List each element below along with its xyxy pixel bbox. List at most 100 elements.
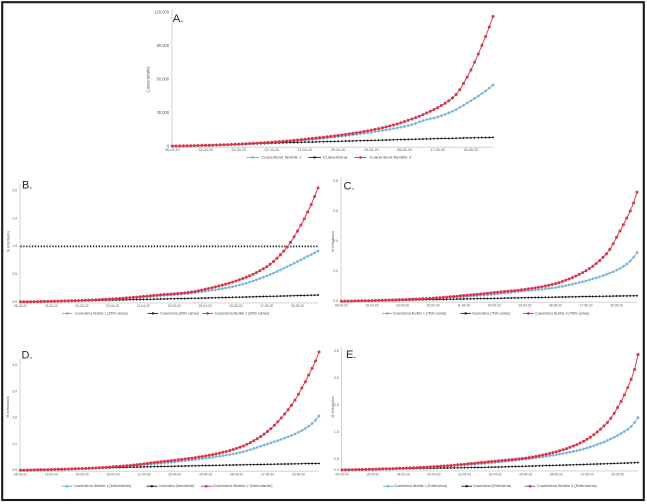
- svg-text:Cuarentena flexible 2 (Enferme: Cuarentena flexible 2 (Enfermeras): [537, 484, 597, 488]
- svg-text:24-03-20: 24-03-20: [76, 472, 89, 476]
- svg-text:06-03-20: 06-03-20: [14, 472, 27, 476]
- svg-text:D.: D.: [22, 349, 33, 361]
- svg-text:% Infectados: % Infectados: [331, 231, 335, 252]
- svg-text:29-04-20: 29-04-20: [199, 304, 212, 308]
- svg-text:02-04-20: 02-04-20: [107, 472, 120, 476]
- svg-text:15-03-20: 15-03-20: [366, 304, 379, 308]
- svg-text:15-03-20: 15-03-20: [45, 472, 58, 476]
- svg-text:0.0: 0.0: [334, 468, 339, 472]
- svg-text:02-04-20: 02-04-20: [427, 473, 440, 477]
- svg-text:3.0: 3.0: [12, 389, 17, 393]
- svg-text:1.5: 1.5: [334, 430, 339, 434]
- svg-text:11-04-20: 11-04-20: [457, 304, 470, 308]
- svg-text:15-03-20: 15-03-20: [366, 473, 379, 477]
- svg-text:30,000: 30,000: [157, 110, 170, 115]
- svg-text:1.0: 1.0: [12, 244, 17, 248]
- svg-text:02-04-20: 02-04-20: [427, 304, 440, 308]
- svg-text:24-03-20: 24-03-20: [231, 147, 246, 152]
- svg-text:08-05-20: 08-05-20: [230, 472, 243, 476]
- svg-text:24-03-20: 24-03-20: [76, 304, 89, 308]
- svg-text:1.0: 1.0: [12, 442, 17, 446]
- svg-text:26-05-20: 26-05-20: [291, 304, 304, 308]
- svg-text:Cuarentena flexible 1 (Enferme: Cuarentena flexible 1 (Enfermeras): [394, 484, 447, 488]
- svg-text:17-05-20: 17-05-20: [581, 473, 594, 477]
- svg-text:4.5: 4.5: [334, 349, 339, 353]
- svg-text:02-04-20: 02-04-20: [265, 147, 280, 152]
- svg-text:29-04-20: 29-04-20: [518, 304, 531, 308]
- svg-text:06-03-20: 06-03-20: [336, 473, 349, 477]
- svg-text:17-05-20: 17-05-20: [260, 304, 273, 308]
- svg-text:08-05-20: 08-05-20: [229, 304, 242, 308]
- svg-text:A.: A.: [173, 13, 184, 25]
- svg-text:0.4: 0.4: [333, 239, 338, 243]
- svg-text:% Infectados: % Infectados: [331, 396, 335, 417]
- svg-text:3.5: 3.5: [334, 376, 339, 380]
- svg-text:0.5: 0.5: [12, 272, 17, 276]
- svg-text:2.0: 2.0: [12, 416, 17, 420]
- svg-text:E.: E.: [346, 349, 356, 361]
- svg-text:15-03-20: 15-03-20: [198, 147, 213, 152]
- svg-text:Cuarentena: Cuarentena: [323, 154, 348, 159]
- svg-text:Cuarentena (7500 camas): Cuarentena (7500 camas): [472, 311, 510, 315]
- svg-text:11-04-20: 11-04-20: [137, 304, 150, 308]
- svg-text:20-04-20: 20-04-20: [489, 473, 502, 477]
- svg-text:08-05-20: 08-05-20: [550, 473, 563, 477]
- svg-text:20-04-20: 20-04-20: [168, 472, 181, 476]
- svg-text:B.: B.: [22, 179, 32, 191]
- svg-text:0.0: 0.0: [12, 300, 17, 304]
- svg-text:17-05-20: 17-05-20: [261, 472, 274, 476]
- svg-text:4.0: 4.0: [12, 363, 17, 367]
- svg-text:17-05-20: 17-05-20: [580, 304, 593, 308]
- svg-text:Cuarentena flexible 2 (7500 ca: Cuarentena flexible 2 (7500 camas): [535, 311, 589, 315]
- svg-text:0.0: 0.0: [333, 299, 338, 303]
- svg-text:Cuarentena flexible 1 (7500 ca: Cuarentena flexible 1 (7500 camas): [393, 311, 446, 315]
- svg-text:24-03-20: 24-03-20: [396, 304, 409, 308]
- svg-text:% Infectados: % Infectados: [6, 231, 10, 252]
- svg-text:% Infectados: % Infectados: [6, 396, 10, 417]
- svg-text:0.0: 0.0: [12, 468, 17, 472]
- svg-text:Cuarentena flexible 1 (2500 ca: Cuarentena flexible 1 (2500 camas): [75, 311, 128, 315]
- svg-text:20-04-20: 20-04-20: [488, 304, 501, 308]
- svg-text:Cuarentena flexible 2 (2500 ca: Cuarentena flexible 2 (2500 camas): [215, 311, 269, 315]
- svg-text:26-05-20: 26-05-20: [292, 472, 305, 476]
- svg-text:120,000: 120,000: [154, 9, 170, 14]
- svg-text:90,000: 90,000: [157, 43, 170, 48]
- svg-text:60,000: 60,000: [157, 76, 170, 81]
- svg-text:Cuarentena (Enfermeras): Cuarentena (Enfermeras): [473, 484, 512, 488]
- svg-text:11-04-20: 11-04-20: [458, 473, 471, 477]
- svg-text:Cuarentena (Intermitente): Cuarentena (Intermitente): [158, 484, 194, 488]
- svg-text:Casos totales: Casos totales: [146, 66, 151, 92]
- svg-text:0.6: 0.6: [333, 209, 338, 213]
- svg-text:06-03-20: 06-03-20: [165, 147, 180, 152]
- svg-text:2.5: 2.5: [334, 403, 339, 407]
- svg-text:24-03-20: 24-03-20: [397, 473, 410, 477]
- svg-text:17-05-20: 17-05-20: [430, 147, 445, 152]
- svg-text:02-04-20: 02-04-20: [106, 304, 119, 308]
- svg-text:29-04-20: 29-04-20: [199, 472, 212, 476]
- svg-text:26-05-20: 26-05-20: [464, 147, 479, 152]
- svg-text:Cuarentena (2500 camas): Cuarentena (2500 camas): [160, 311, 199, 315]
- svg-text:20-04-20: 20-04-20: [168, 304, 181, 308]
- svg-text:1.5: 1.5: [12, 216, 17, 220]
- svg-text:15-03-20: 15-03-20: [45, 304, 58, 308]
- svg-text:Cuarentena flexible 2: Cuarentena flexible 2: [369, 154, 412, 159]
- svg-text:2.0: 2.0: [12, 188, 17, 192]
- svg-text:Cuarentena flexible 1: Cuarentena flexible 1: [261, 154, 302, 159]
- svg-text:0.5: 0.5: [334, 457, 339, 461]
- svg-text:26-05-20: 26-05-20: [611, 473, 624, 477]
- svg-text:Cuarentena flexible 1 (Intermi: Cuarentena flexible 1 (Intermitente): [73, 484, 131, 488]
- svg-text:29-04-20: 29-04-20: [364, 147, 379, 152]
- svg-text:08-05-20: 08-05-20: [549, 304, 562, 308]
- svg-text:11-04-20: 11-04-20: [298, 147, 313, 152]
- svg-text:06-03-20: 06-03-20: [14, 304, 27, 308]
- svg-text:08-05-20: 08-05-20: [397, 147, 412, 152]
- svg-text:Cuarentena flexible 2 (Intermi: Cuarentena flexible 2 (Intermitente): [213, 484, 273, 488]
- svg-text:0: 0: [167, 143, 170, 148]
- svg-text:11-04-20: 11-04-20: [138, 472, 151, 476]
- svg-text:06-03-20: 06-03-20: [335, 304, 348, 308]
- svg-text:0.8: 0.8: [333, 179, 338, 183]
- svg-text:26-05-20: 26-05-20: [610, 304, 623, 308]
- svg-text:20-04-20: 20-04-20: [331, 147, 346, 152]
- svg-text:0.2: 0.2: [333, 269, 338, 273]
- svg-text:C.: C.: [344, 181, 355, 193]
